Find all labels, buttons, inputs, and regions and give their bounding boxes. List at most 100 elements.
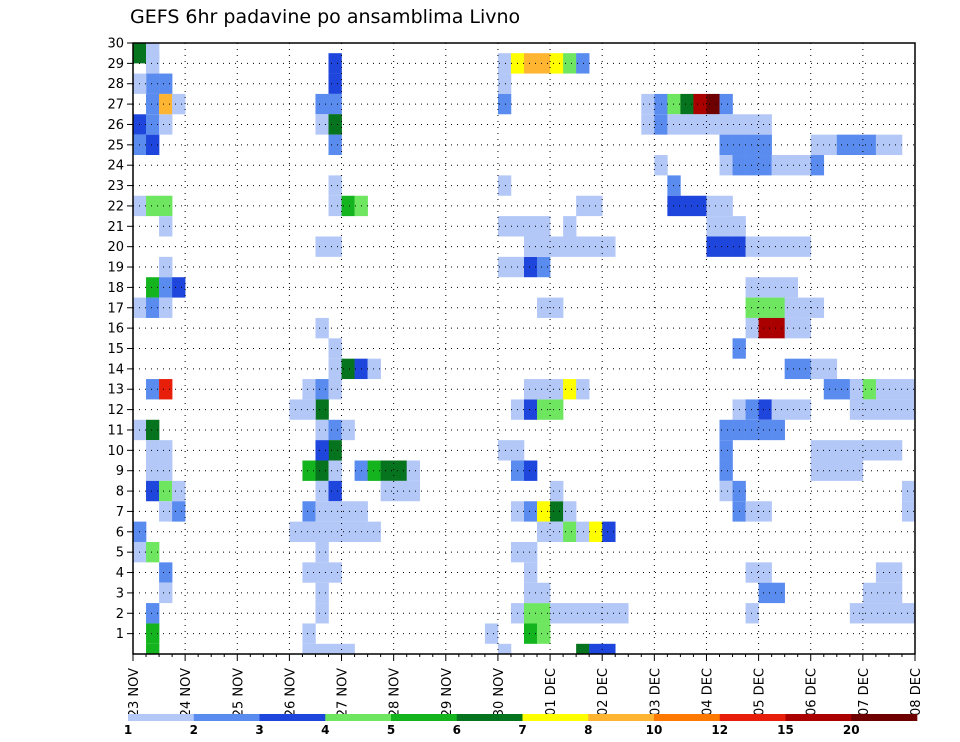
heatmap-cell xyxy=(680,93,694,115)
heatmap-cell xyxy=(146,603,160,624)
heatmap-cell xyxy=(576,236,590,257)
heatmap-cell xyxy=(328,501,342,522)
heatmap-cell xyxy=(497,175,512,196)
x-tick-label: 26 NOV xyxy=(283,668,298,717)
colorbar-label: 15 xyxy=(777,723,794,737)
heatmap-cell xyxy=(484,623,499,644)
y-tick-label: 20 xyxy=(107,240,124,255)
y-tick-label: 11 xyxy=(107,423,124,438)
colorbar-swatch xyxy=(128,714,195,721)
heatmap-cell xyxy=(315,419,329,441)
heatmap-cell xyxy=(719,419,733,441)
heatmap-cell xyxy=(367,521,381,542)
heatmap-cell xyxy=(823,134,838,156)
heatmap-cell xyxy=(758,582,772,604)
x-tick-label: 24 NOV xyxy=(179,668,194,717)
heatmap-cell xyxy=(497,440,512,461)
colorbar-label: 10 xyxy=(646,723,663,737)
heatmap-cell xyxy=(745,562,759,583)
y-tick-label: 13 xyxy=(107,383,124,398)
heatmap-cell xyxy=(745,297,759,318)
heatmap-cell xyxy=(901,603,916,624)
heatmap-cell xyxy=(706,195,720,217)
heatmap-cell xyxy=(550,501,564,522)
heatmap-cell xyxy=(328,521,342,542)
heatmap-cell xyxy=(328,236,342,257)
colorbar: 1 2 3 4 5 6 7 8 10 12 15 20 xyxy=(124,714,918,737)
heatmap-cell xyxy=(758,419,772,441)
heatmap-cell xyxy=(393,480,407,502)
heatmap-cell xyxy=(758,236,772,257)
heatmap-cell xyxy=(758,134,772,156)
heatmap-cell xyxy=(315,317,329,339)
heatmap-cell xyxy=(706,114,720,135)
heatmap-cell xyxy=(328,562,342,583)
colorbar-swatch xyxy=(325,714,392,721)
heatmap-cell xyxy=(563,216,577,237)
heatmap-cell xyxy=(563,603,577,624)
heatmap-cell xyxy=(537,521,551,542)
heatmap-cell xyxy=(745,114,759,135)
heatmap-cell xyxy=(875,379,890,400)
heatmap-cell xyxy=(159,379,173,400)
heatmap-cell xyxy=(589,643,603,654)
heatmap-cell xyxy=(328,643,342,654)
y-tick-label: 23 xyxy=(107,179,124,194)
x-tick-label: 07 DEC xyxy=(857,668,872,716)
heatmap-cell xyxy=(797,236,812,257)
heatmap-cell xyxy=(784,317,798,339)
y-tick-label: 8 xyxy=(116,485,124,500)
heatmap-cell xyxy=(146,440,160,461)
heatmap-cell xyxy=(497,53,512,74)
heatmap-cell xyxy=(745,399,759,420)
heatmap-cell xyxy=(875,582,890,604)
heatmap-cell xyxy=(146,73,160,94)
heatmap-cell xyxy=(576,603,590,624)
y-tick-label: 18 xyxy=(107,281,124,296)
heatmap-cell xyxy=(784,277,798,298)
y-tick-label: 25 xyxy=(107,138,124,153)
heatmap-cell xyxy=(497,216,512,237)
heatmap-cell xyxy=(875,134,890,156)
heatmap-cell xyxy=(302,399,316,420)
heatmap-cell xyxy=(719,93,733,115)
colorbar-swatch xyxy=(391,714,458,721)
heatmap-cell xyxy=(823,440,838,461)
heatmap-cell xyxy=(693,93,707,115)
x-tick-label: 01 DEC xyxy=(544,668,559,716)
heatmap-cell xyxy=(602,603,616,624)
colorbar-label: 5 xyxy=(387,723,395,737)
heatmap-cell xyxy=(680,195,694,217)
heatmap-cell xyxy=(302,562,316,583)
heatmap-cells xyxy=(133,43,916,654)
colorbar-label: 20 xyxy=(843,723,860,737)
heatmap-cell xyxy=(367,358,381,380)
grid-lines xyxy=(132,42,916,654)
heatmap-cell xyxy=(784,155,798,176)
heatmap-cell xyxy=(524,623,538,644)
heatmap-cell xyxy=(146,541,160,563)
heatmap-cell xyxy=(849,134,864,156)
heatmap-cell xyxy=(875,440,890,461)
heatmap-cell xyxy=(159,277,173,298)
heatmap-cell xyxy=(315,379,329,400)
y-tick-label: 10 xyxy=(107,444,124,459)
heatmap-cell xyxy=(315,501,329,522)
heatmap-cell xyxy=(706,93,720,115)
heatmap-cell xyxy=(328,419,342,441)
heatmap-cell xyxy=(719,440,733,461)
heatmap-cell xyxy=(771,317,785,339)
heatmap-cell xyxy=(315,582,329,604)
heatmap-cell xyxy=(146,114,160,135)
heatmap-cell xyxy=(862,582,877,604)
heatmap-cell xyxy=(667,114,681,135)
heatmap-cell xyxy=(836,379,851,400)
heatmap-cell xyxy=(302,623,316,644)
heatmap-cell xyxy=(302,460,316,481)
heatmap-cell xyxy=(758,399,772,420)
heatmap-cell xyxy=(862,440,877,461)
heatmap-cell xyxy=(667,93,681,115)
heatmap-cell xyxy=(797,155,812,176)
heatmap-cell xyxy=(367,460,381,481)
